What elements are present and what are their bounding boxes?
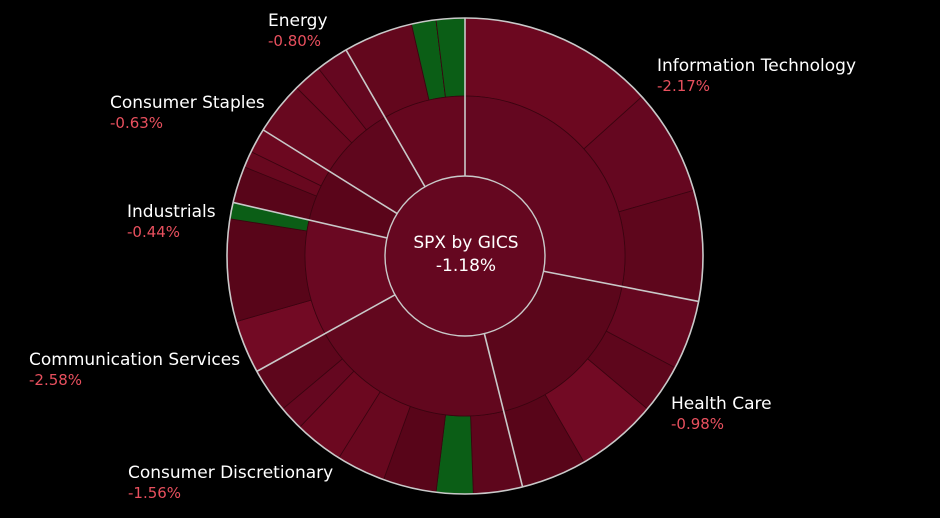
- sector-label-consumer-discretionary[interactable]: Consumer Discretionary -1.56%: [128, 463, 333, 503]
- sector-label-information-technology[interactable]: Information Technology -2.17%: [657, 56, 856, 96]
- sector-label-energy[interactable]: Energy -0.80%: [268, 11, 328, 51]
- sector-divider-health-care: [543, 270, 699, 303]
- sector-label-consumer-staples[interactable]: Consumer Staples -0.63%: [110, 93, 265, 133]
- sector-divider-consumer-discretionary: [483, 333, 524, 488]
- sector-name: Industrials: [127, 202, 216, 222]
- sector-divider-communication-services: [256, 294, 396, 373]
- sector-name: Energy: [268, 11, 328, 31]
- sector-change: -2.58%: [29, 371, 83, 389]
- chart-total-change: -1.18%: [435, 256, 497, 276]
- sector-name: Communication Services: [29, 350, 241, 370]
- sector-divider-energy: [345, 49, 426, 188]
- sector-divider-industrials: [232, 201, 388, 239]
- sector-label-health-care[interactable]: Health Care -0.98%: [671, 394, 772, 434]
- sector-change: -1.56%: [128, 484, 182, 502]
- chart-title: SPX by GICS: [413, 233, 519, 253]
- sector-label-communication-services[interactable]: Communication Services -2.58%: [29, 350, 240, 390]
- sector-name: Information Technology: [657, 56, 857, 76]
- sector-change: -0.44%: [127, 223, 181, 241]
- sector-divider-consumer-staples: [262, 129, 398, 215]
- sector-change: -2.17%: [657, 77, 711, 95]
- sector-name: Consumer Staples: [110, 93, 265, 113]
- sector-change: -0.63%: [110, 114, 164, 132]
- sector-label-industrials[interactable]: Industrials -0.44%: [127, 202, 216, 242]
- sector-change: -0.80%: [268, 32, 322, 50]
- outer-rim: [226, 17, 704, 495]
- sector-name: Consumer Discretionary: [128, 463, 334, 483]
- sector-name: Health Care: [671, 394, 772, 414]
- sector-change: -0.98%: [671, 415, 725, 433]
